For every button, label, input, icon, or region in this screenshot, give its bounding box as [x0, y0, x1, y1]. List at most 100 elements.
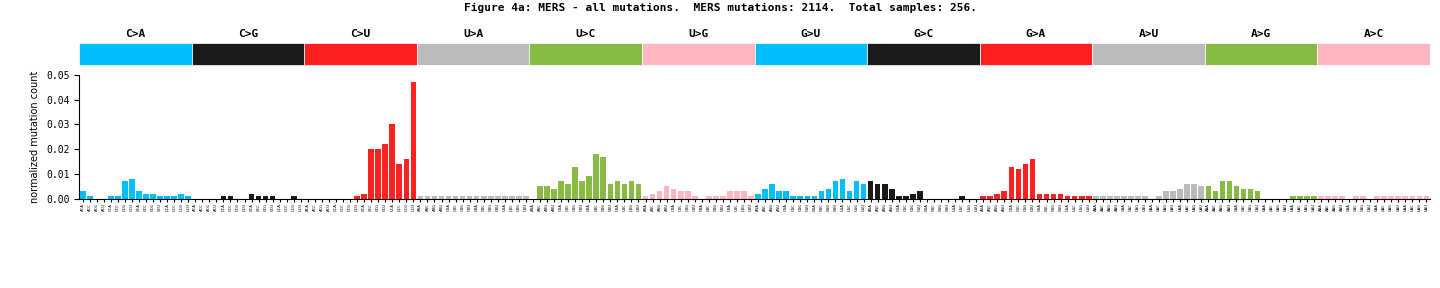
Text: C>A: C>A: [125, 29, 145, 39]
Bar: [981, 196, 986, 199]
Bar: [1354, 196, 1359, 199]
Bar: [988, 196, 994, 199]
Bar: [1305, 196, 1309, 199]
Bar: [544, 186, 550, 199]
Bar: [369, 149, 374, 199]
Bar: [1191, 184, 1197, 199]
Bar: [1079, 196, 1084, 199]
Bar: [220, 196, 226, 199]
Bar: [1198, 186, 1204, 199]
Bar: [396, 164, 402, 199]
Bar: [1001, 191, 1007, 199]
Bar: [776, 191, 782, 199]
Bar: [1410, 196, 1416, 199]
Bar: [452, 196, 458, 199]
Bar: [1015, 169, 1021, 199]
Bar: [1395, 196, 1401, 199]
Bar: [566, 184, 570, 199]
Bar: [157, 196, 163, 199]
Bar: [256, 196, 262, 199]
Text: A>G: A>G: [1251, 29, 1272, 39]
Bar: [1212, 191, 1218, 199]
Bar: [1290, 196, 1296, 199]
Bar: [291, 196, 297, 199]
Bar: [896, 196, 901, 199]
Bar: [228, 196, 233, 199]
Bar: [1064, 196, 1070, 199]
Bar: [559, 181, 564, 199]
Bar: [629, 181, 634, 199]
Bar: [876, 184, 880, 199]
Bar: [995, 194, 1001, 199]
Text: U>C: U>C: [576, 29, 596, 39]
Bar: [649, 194, 655, 199]
Bar: [122, 181, 128, 199]
Bar: [1234, 186, 1240, 199]
Bar: [164, 196, 170, 199]
Bar: [642, 196, 648, 199]
Bar: [805, 196, 811, 199]
Bar: [1156, 196, 1162, 199]
Text: G>U: G>U: [801, 29, 821, 39]
Bar: [1071, 196, 1077, 199]
Bar: [1122, 196, 1126, 199]
Bar: [383, 144, 387, 199]
Bar: [1417, 196, 1423, 199]
Bar: [481, 196, 487, 199]
Y-axis label: normalized mutation count: normalized mutation count: [30, 71, 40, 203]
Bar: [389, 124, 395, 199]
Bar: [1241, 189, 1246, 199]
Bar: [1205, 186, 1211, 199]
Bar: [537, 186, 543, 199]
Bar: [467, 196, 472, 199]
Bar: [720, 196, 726, 199]
Bar: [868, 181, 874, 199]
Bar: [79, 191, 85, 199]
Bar: [1115, 196, 1120, 199]
Bar: [1058, 194, 1063, 199]
Bar: [86, 196, 92, 199]
Bar: [881, 184, 887, 199]
Bar: [1008, 166, 1014, 199]
Text: C>G: C>G: [238, 29, 258, 39]
Bar: [1044, 194, 1050, 199]
Bar: [1254, 191, 1260, 199]
Bar: [1135, 196, 1140, 199]
Bar: [1030, 159, 1035, 199]
Bar: [432, 196, 438, 199]
Bar: [769, 184, 775, 199]
Bar: [474, 196, 480, 199]
Bar: [693, 196, 697, 199]
Bar: [888, 189, 894, 199]
Bar: [749, 196, 755, 199]
Bar: [508, 196, 514, 199]
Bar: [678, 191, 684, 199]
Bar: [742, 191, 747, 199]
Bar: [586, 177, 592, 199]
Bar: [446, 196, 451, 199]
Bar: [825, 189, 831, 199]
Bar: [439, 196, 445, 199]
Bar: [418, 196, 423, 199]
Bar: [1339, 196, 1345, 199]
Bar: [425, 196, 431, 199]
Bar: [1310, 196, 1316, 199]
Bar: [1247, 189, 1253, 199]
Bar: [523, 196, 528, 199]
Bar: [488, 196, 494, 199]
Bar: [130, 179, 135, 199]
Bar: [671, 189, 677, 199]
Bar: [1332, 196, 1338, 199]
Bar: [115, 196, 121, 199]
Bar: [1100, 196, 1106, 199]
Bar: [1022, 164, 1028, 199]
Bar: [376, 149, 382, 199]
Bar: [1325, 196, 1331, 199]
Bar: [1297, 196, 1303, 199]
Bar: [495, 196, 501, 199]
Bar: [137, 191, 141, 199]
Bar: [798, 196, 804, 199]
Bar: [171, 196, 177, 199]
Bar: [249, 194, 255, 199]
Bar: [685, 191, 691, 199]
